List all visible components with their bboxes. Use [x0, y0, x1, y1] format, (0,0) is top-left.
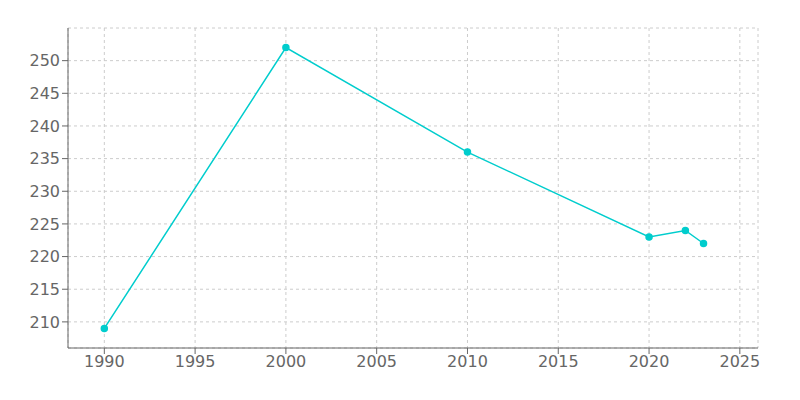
- svg-text:2010: 2010: [447, 352, 488, 371]
- svg-text:250: 250: [29, 51, 60, 70]
- svg-text:1995: 1995: [175, 352, 216, 371]
- svg-text:215: 215: [29, 280, 60, 299]
- svg-text:2020: 2020: [629, 352, 670, 371]
- svg-text:245: 245: [29, 84, 60, 103]
- svg-text:225: 225: [29, 215, 60, 234]
- svg-text:2025: 2025: [719, 352, 760, 371]
- svg-text:210: 210: [29, 313, 60, 332]
- svg-text:235: 235: [29, 149, 60, 168]
- svg-text:220: 220: [29, 247, 60, 266]
- svg-text:2015: 2015: [538, 352, 579, 371]
- svg-text:230: 230: [29, 182, 60, 201]
- svg-text:1990: 1990: [84, 352, 125, 371]
- svg-text:2000: 2000: [266, 352, 307, 371]
- svg-text:2005: 2005: [356, 352, 397, 371]
- svg-text:240: 240: [29, 117, 60, 136]
